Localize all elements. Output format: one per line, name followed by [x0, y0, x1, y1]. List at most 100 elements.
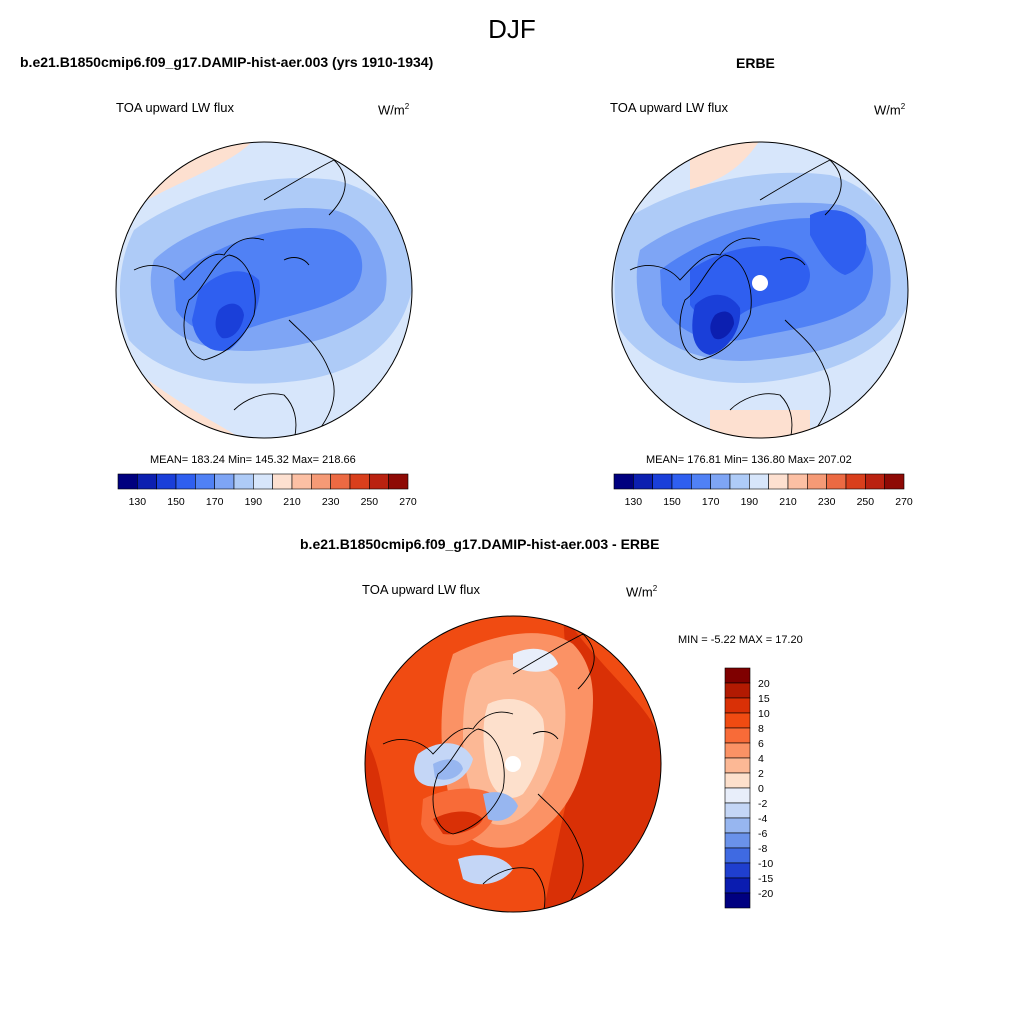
panel1-colorbar-box	[272, 473, 293, 490]
panel1-units: W/m2	[378, 102, 409, 117]
panel3-colorbar-tick-label: 20	[758, 678, 770, 690]
panel1-colorbar-box	[233, 473, 254, 490]
panel2-colorbar-box	[652, 473, 673, 490]
panel2-colorbar-tick-label: 210	[779, 496, 797, 508]
panel1-polar-map	[115, 141, 413, 439]
panel3-units-base: W/m	[626, 584, 653, 600]
panel2-colorbar-tick-label: 250	[857, 496, 875, 508]
panel3-colorbar-box	[724, 832, 751, 849]
panel3-colorbar-tick-label: -4	[758, 813, 767, 825]
panel3-colorbar-tick-label: 10	[758, 708, 770, 720]
panel1-field-label: TOA upward LW flux	[116, 100, 235, 115]
panel2-colorbar-box	[729, 473, 750, 490]
panel2-colorbar-box	[671, 473, 692, 490]
panel2-stats: MEAN= 176.81 Min= 136.80 Max= 207.02	[646, 454, 852, 466]
panel2-colorbar-tick-label: 190	[741, 496, 759, 508]
panel3-colorbar-box	[724, 727, 751, 744]
panel3-colorbar-box	[724, 682, 751, 699]
panel3-units: W/m2	[626, 584, 657, 599]
panel1-colorbar-box	[349, 473, 370, 490]
panel1-colorbar-tick-label: 210	[283, 496, 301, 508]
panel1-colorbar-tick-label: 170	[206, 496, 224, 508]
panel3-stats: MIN = -5.22 MAX = 17.20	[678, 634, 803, 646]
panel3-colorbar-box	[724, 742, 751, 759]
panel1-colorbar-box	[388, 473, 409, 490]
panel3-colorbar-tick-label: 2	[758, 768, 764, 780]
panel3-colorbar-tick-label: 0	[758, 783, 764, 795]
panel2-colorbar-tick-label: 230	[818, 496, 836, 508]
panel3-title: b.e21.B1850cmip6.f09_g17.DAMIP-hist-aer.…	[300, 536, 660, 552]
panel1-colorbar-box	[253, 473, 273, 490]
panel1-colorbar-tick-label: 270	[399, 496, 417, 508]
panel1-title: b.e21.B1850cmip6.f09_g17.DAMIP-hist-aer.…	[20, 54, 434, 70]
panel3-colorbar-tick-label: 4	[758, 753, 764, 765]
panel3-pole-hole	[505, 756, 521, 772]
panel3-colorbar-box	[724, 862, 751, 879]
panel3-colorbar-box	[724, 892, 751, 909]
panel3-colorbar-tick-label: 6	[758, 738, 764, 750]
panel2-units-base: W/m	[874, 102, 901, 118]
panel2-colorbar-box	[768, 473, 789, 490]
panel1-units-exp: 2	[404, 102, 410, 111]
panel3-colorbar-tick-label: -20	[758, 888, 773, 900]
panel2-colorbar-box	[787, 473, 808, 490]
panel2-polar-map	[611, 141, 909, 439]
panel1-stats: MEAN= 183.24 Min= 145.32 Max= 218.66	[150, 454, 356, 466]
panel2-field-label: TOA upward LW flux	[610, 100, 729, 115]
panel1-colorbar-box	[175, 473, 196, 490]
panel2-colorbar-box	[884, 473, 905, 490]
panel3-colorbar-tick-label: -2	[758, 798, 767, 810]
panel3-colorbar-box	[724, 847, 751, 864]
panel1-colorbar-box	[311, 473, 331, 490]
panel1-colorbar-ticks: 130 150 170 190 210 230 250 270	[129, 496, 417, 508]
panel3-colorbar-box	[724, 877, 751, 894]
panel2-units: W/m2	[874, 102, 905, 117]
panel2-units-exp: 2	[900, 102, 906, 111]
panel1-colorbar-tick-label: 190	[245, 496, 263, 508]
panel1-colorbar	[117, 473, 409, 490]
panel3-colorbar-tick-label: 15	[758, 693, 770, 705]
panel3-colorbar-tick-label: 8	[758, 723, 764, 735]
panel3-colorbar-box	[724, 772, 751, 789]
panel1-colorbar-box	[214, 473, 235, 490]
panel2-title: ERBE	[736, 55, 775, 71]
panel3-colorbar-box	[724, 712, 751, 729]
panel2-colorbar-box	[845, 473, 866, 490]
panel1-colorbar-box	[330, 473, 351, 490]
panel3-colorbar-tick-label: -10	[758, 858, 773, 870]
panel2-colorbar-box	[633, 473, 653, 490]
panel3-polar-map	[364, 615, 662, 913]
panel3-field-label: TOA upward LW flux	[362, 582, 481, 597]
panel2-colorbar-box	[691, 473, 711, 490]
panel1-colorbar-tick-label: 150	[167, 496, 185, 508]
panel2-pole-hole	[752, 275, 768, 291]
panel2-colorbar-tick-label: 150	[663, 496, 681, 508]
panel2-colorbar-box	[865, 473, 885, 490]
panel3-colorbar-box	[724, 817, 751, 834]
panel2-colorbar-box	[710, 473, 731, 490]
panel3-colorbar-box	[724, 757, 751, 774]
panel2-colorbar-box	[826, 473, 847, 490]
panel2-colorbar-box	[807, 473, 827, 490]
panel1-colorbar-box	[137, 473, 157, 490]
panel1-colorbar-box	[195, 473, 215, 490]
panel2-colorbar-tick-label: 270	[895, 496, 913, 508]
panel1-colorbar-tick-label: 250	[361, 496, 379, 508]
panel3-colorbar-box	[724, 667, 751, 684]
figure-title: DJF	[488, 14, 536, 44]
panel1-colorbar-tick-label: 230	[322, 496, 340, 508]
panel3-colorbar-box	[724, 787, 751, 804]
panel2-colorbar-tick-label: 130	[625, 496, 643, 508]
panel3-colorbar-box	[724, 802, 751, 819]
panel1-units-base: W/m	[378, 102, 405, 118]
panel3-units-exp: 2	[652, 584, 658, 593]
panel2-colorbar-ticks: 130 150 170 190 210 230 250 270	[625, 496, 913, 508]
panel1-colorbar-box	[117, 473, 138, 490]
panel2-colorbar-tick-label: 170	[702, 496, 720, 508]
panel3-colorbar-box	[724, 697, 751, 714]
panel1-colorbar-box	[156, 473, 177, 490]
panel3-colorbar-tick-label: -8	[758, 843, 767, 855]
panel3-colorbar-tick-label: -15	[758, 873, 773, 885]
panel3-colorbar-tick-label: -6	[758, 828, 767, 840]
